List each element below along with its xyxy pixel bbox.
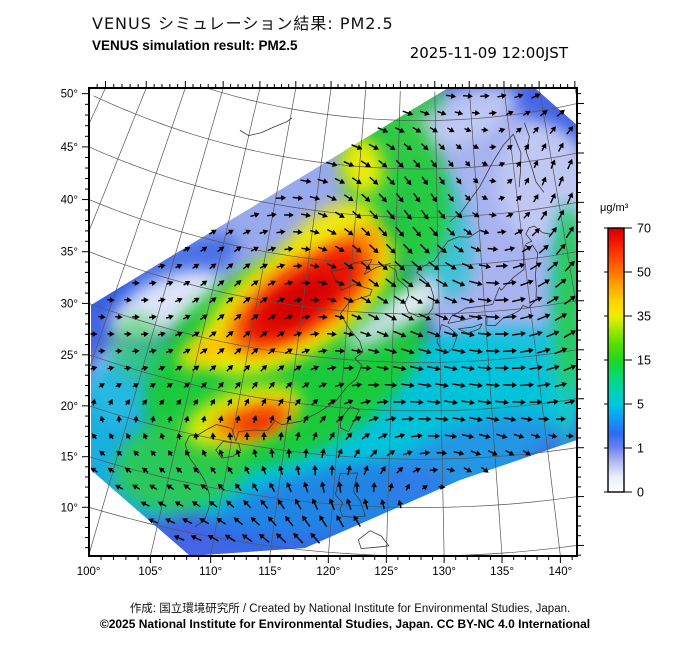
map-frame (88, 87, 578, 557)
license-line: ©2025 National Institute for Environment… (99, 617, 591, 631)
wind-arrows (90, 93, 577, 544)
credit-line: 作成: 国立環境研究所 / Created by National Instit… (129, 603, 571, 615)
timestamp: 2025-11-09 12:00JST (409, 44, 568, 62)
svg-text:35: 35 (637, 310, 651, 324)
svg-text:100°: 100° (77, 566, 101, 578)
svg-text:35°: 35° (61, 247, 78, 259)
axis-labels: 100° 105° 110° 115° 120° 125° 130° 135° 140° 10° 1… (61, 89, 573, 578)
svg-text:50: 50 (637, 266, 651, 280)
svg-text:30°: 30° (61, 298, 78, 310)
svg-text:5: 5 (637, 398, 644, 412)
svg-text:135°: 135° (490, 566, 514, 578)
title-english: VENUS simulation result: PM2.5 (92, 38, 298, 53)
svg-text:140°: 140° (548, 566, 572, 578)
svg-text:125°: 125° (374, 566, 398, 578)
svg-text:10°: 10° (61, 502, 78, 514)
svg-text:15: 15 (637, 354, 651, 368)
title-japanese: VENUS シミュレーション結果: PM2.5 (92, 14, 394, 33)
svg-text:25°: 25° (61, 350, 78, 362)
svg-text:130°: 130° (432, 566, 456, 578)
svg-text:40°: 40° (61, 195, 78, 207)
coastlines (184, 117, 552, 549)
svg-text:110°: 110° (199, 566, 222, 578)
svg-text:50°: 50° (61, 89, 78, 101)
svg-text:115°: 115° (258, 566, 281, 578)
svg-text:120°: 120° (316, 566, 340, 578)
svg-text:45°: 45° (61, 142, 78, 154)
svg-text:0: 0 (637, 486, 644, 500)
axis-ticks (82, 81, 584, 563)
svg-text:20°: 20° (61, 401, 78, 413)
svg-text:105°: 105° (138, 566, 162, 578)
svg-text:1: 1 (637, 442, 644, 456)
colorbar-unit-label: μg/m³ (600, 202, 629, 214)
svg-text:15°: 15° (61, 452, 78, 464)
svg-text:70: 70 (637, 222, 651, 236)
